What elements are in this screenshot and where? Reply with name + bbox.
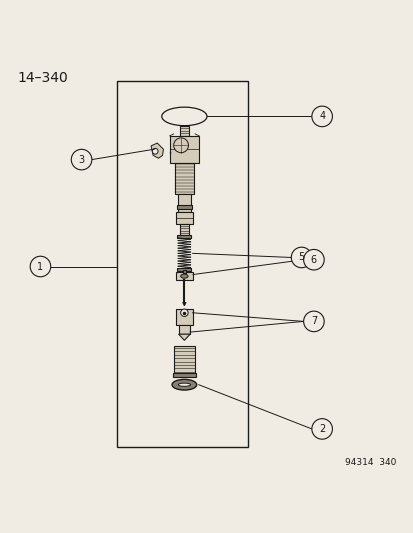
Bar (182, 270, 185, 273)
Circle shape (303, 311, 323, 332)
Bar (178, 193, 190, 212)
Circle shape (152, 148, 158, 154)
Bar (173, 346, 195, 373)
Bar (173, 373, 195, 377)
Text: 94314  340: 94314 340 (344, 458, 395, 467)
Text: 7: 7 (310, 317, 316, 326)
Circle shape (180, 309, 188, 317)
Bar (177, 235, 191, 238)
Bar (179, 126, 188, 136)
Text: 4: 4 (318, 111, 325, 122)
Text: 6: 6 (310, 255, 316, 265)
Bar (176, 212, 192, 224)
Text: 2: 2 (318, 424, 325, 434)
Text: 5: 5 (298, 253, 304, 262)
Polygon shape (178, 334, 190, 340)
Bar (176, 272, 192, 280)
Ellipse shape (161, 107, 206, 126)
Ellipse shape (178, 383, 190, 386)
Bar (176, 309, 192, 325)
Circle shape (311, 418, 332, 439)
Text: 14–340: 14–340 (18, 71, 69, 85)
Circle shape (291, 247, 311, 268)
Bar (176, 205, 191, 209)
Text: 1: 1 (37, 262, 43, 271)
Polygon shape (182, 303, 185, 306)
Polygon shape (151, 143, 163, 158)
Bar (169, 136, 199, 163)
Ellipse shape (172, 379, 196, 390)
Circle shape (71, 149, 92, 170)
Text: 3: 3 (78, 155, 84, 165)
Bar (174, 163, 194, 193)
Circle shape (311, 106, 332, 127)
Bar (177, 268, 191, 271)
Circle shape (30, 256, 51, 277)
Bar (116, 82, 247, 447)
Bar (178, 325, 190, 334)
Circle shape (173, 138, 188, 152)
Ellipse shape (180, 274, 188, 278)
Circle shape (303, 249, 323, 270)
Bar (179, 224, 188, 237)
